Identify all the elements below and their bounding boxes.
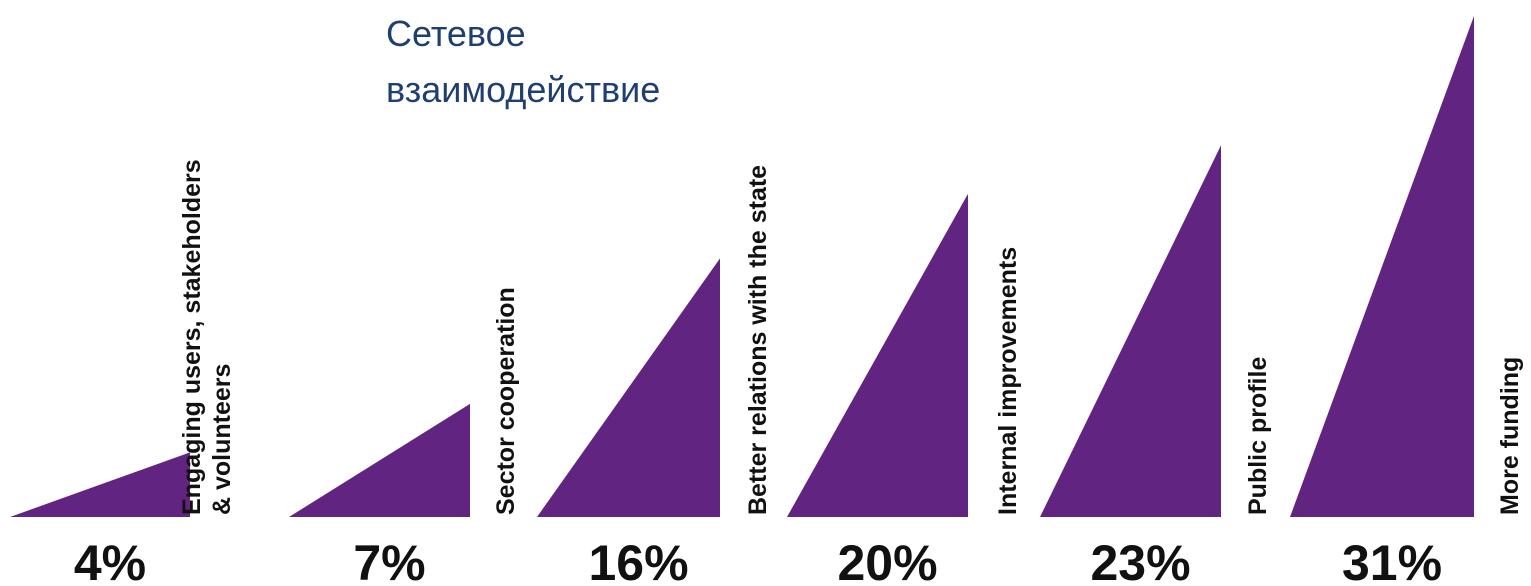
category-label-public-profile: Public profile [1244,357,1272,515]
value-label-better-relations-with-the-state: 16% [588,535,688,586]
value-labels: 4% 7% 16% 20% 23% 31% [74,535,1442,586]
category-label-engaging-users-stakeholders-volunteers-line-2: & volunteers [208,364,236,515]
category-labels: Engaging users, stakeholders & volunteers… [178,159,1524,515]
triangle-bar-sector-cooperation [289,403,470,517]
value-label-public-profile: 23% [1090,535,1190,586]
category-label-engaging-users-stakeholders-volunteers-line-1: Engaging users, stakeholders [178,159,206,515]
value-label-more-funding: 31% [1342,535,1442,586]
triangle-bar-engaging-users-stakeholders-volunteers [10,452,190,517]
triangle-bar-better-relations-with-the-state [537,258,720,517]
triangle-bar-public-profile [1040,145,1221,517]
value-label-engaging-users-stakeholders-volunteers: 4% [74,535,146,586]
triangle-bars [10,16,1474,517]
value-label-internal-improvements: 20% [837,535,937,586]
triangle-bar-more-funding [1290,16,1474,517]
value-label-sector-cooperation: 7% [353,535,425,586]
category-label-better-relations-with-the-state: Better relations with the state [744,165,772,515]
triangle-bar-internal-improvements [787,193,968,517]
category-label-internal-improvements: Internal improvements [994,247,1022,515]
category-label-more-funding: More funding [1496,357,1524,515]
category-label-sector-cooperation: Sector cooperation [492,287,520,515]
